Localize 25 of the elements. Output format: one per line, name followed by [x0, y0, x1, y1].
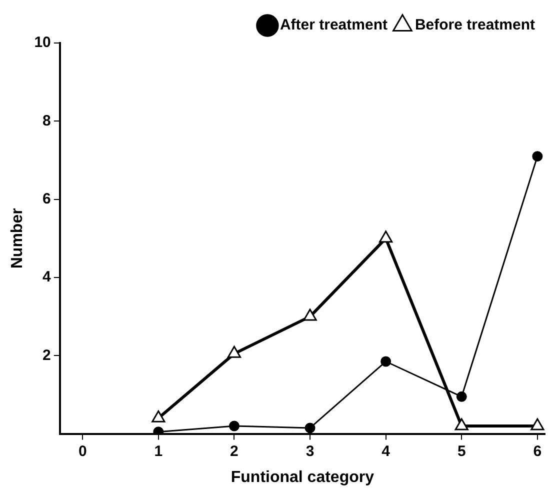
y-tick-label: 4 [42, 268, 52, 286]
point [379, 230, 393, 243]
x-tick-label: 4 [382, 442, 391, 460]
x-tick-label: 3 [306, 442, 314, 460]
legend-label: Before treatment [414, 16, 536, 34]
point [530, 418, 544, 430]
point [152, 410, 166, 422]
x-tick-label: 6 [533, 442, 542, 460]
point [454, 418, 468, 430]
point [227, 346, 242, 358]
x-tick-label: 2 [230, 442, 238, 460]
x-tick-label: 1 [154, 442, 163, 460]
x-axis-title: Funtional category [230, 468, 374, 486]
y-tick-label: 10 [34, 34, 51, 52]
legend-label: After treatment [280, 16, 388, 34]
y-axis-title: Number [9, 208, 26, 269]
y-tick-label: 8 [42, 112, 51, 130]
point [456, 391, 467, 402]
x-tick-label: 5 [457, 442, 466, 460]
x-tick-label: 0 [78, 442, 87, 460]
y-tick-label: 6 [42, 190, 51, 208]
point [303, 308, 317, 321]
y-tick-label: 2 [42, 346, 51, 364]
point [532, 151, 543, 162]
point [380, 356, 392, 367]
